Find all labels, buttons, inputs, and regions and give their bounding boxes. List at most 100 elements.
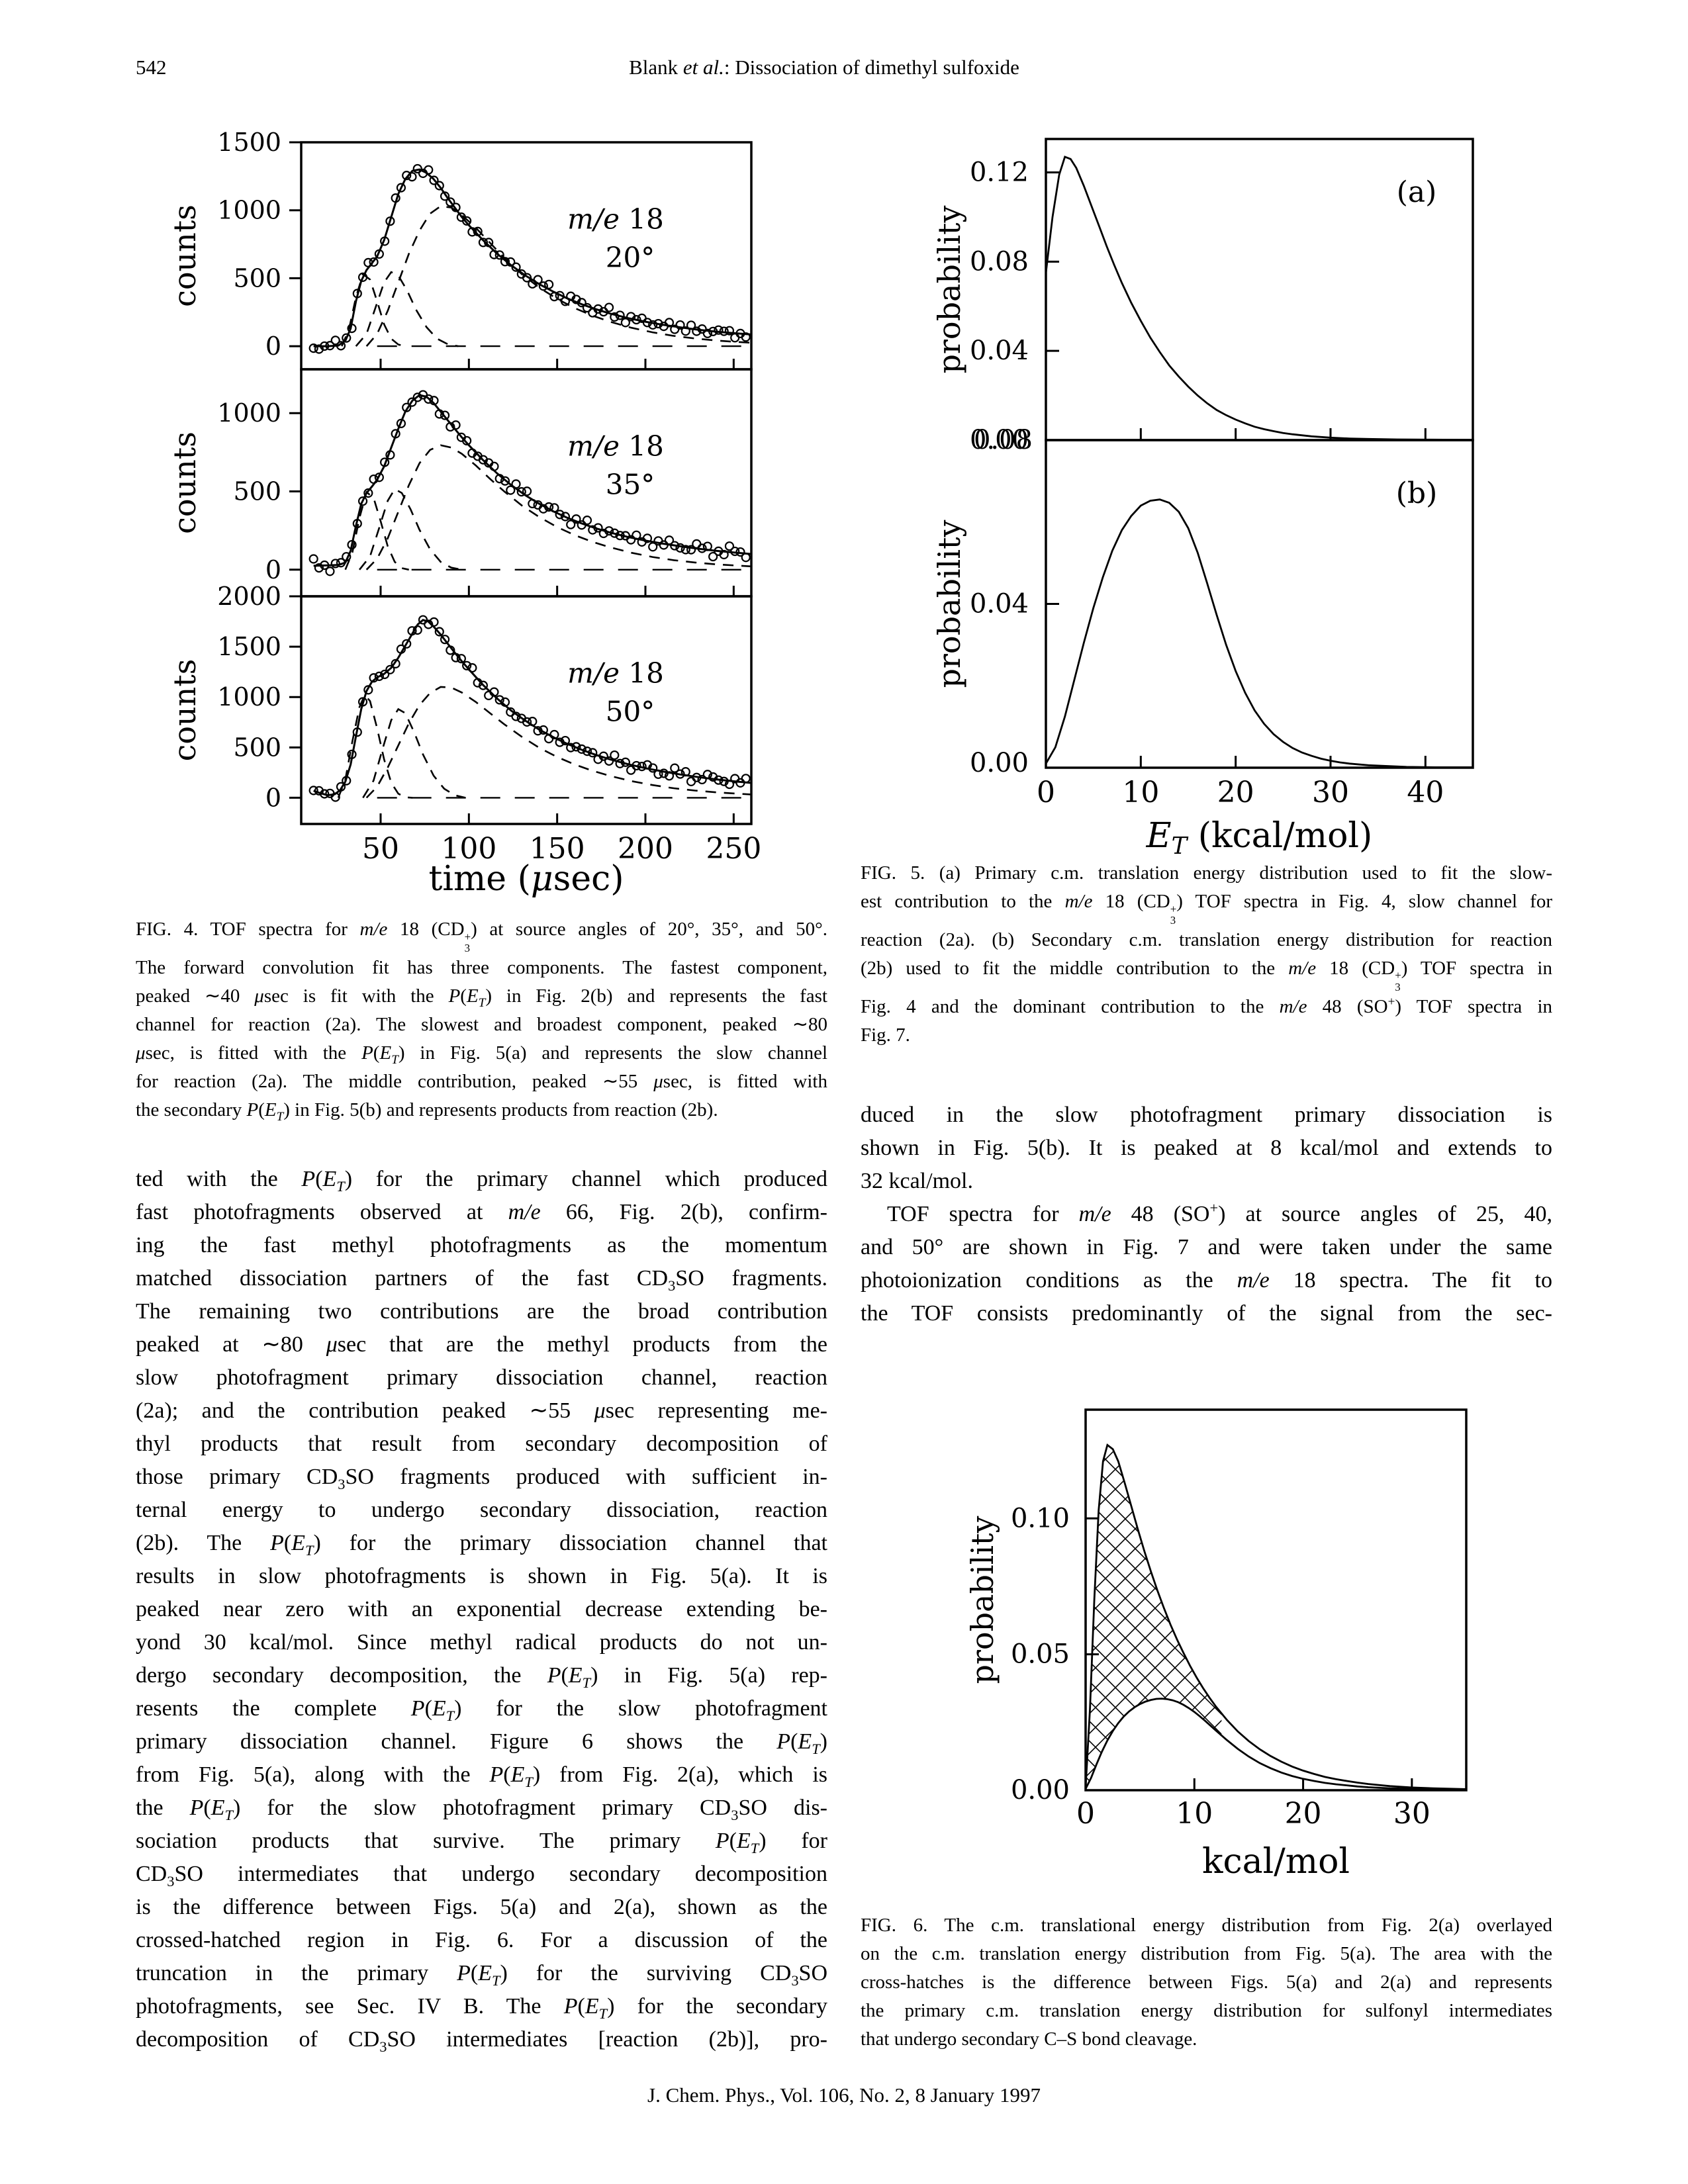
svg-text:(b): (b) — [1396, 477, 1438, 510]
journal-footer: J. Chem. Phys., Vol. 106, No. 2, 8 Janua… — [647, 2083, 1041, 2107]
svg-text:20: 20 — [1285, 1797, 1322, 1831]
text-line: the primary c.m. translation energy dist… — [861, 2000, 1552, 2021]
svg-text:2000: 2000 — [217, 582, 281, 611]
text-line: ternal energy to undergo secondary disso… — [136, 1498, 827, 1522]
text-line: for reaction (2a). The middle contributi… — [136, 1070, 827, 1092]
svg-text:35°: 35° — [606, 468, 655, 500]
text-line: μsec, is fitted with the P(ET) in Fig. 5… — [136, 1042, 827, 1067]
body-text-left-column: ted with the P(ET) for the primary chann… — [136, 1163, 827, 2056]
svg-text:counts: counts — [167, 659, 203, 762]
text-line: matched dissociation partners of the fas… — [136, 1266, 827, 1294]
figure-5-plot: 0.04 0.08 0.12 (a) probability 0.00 0.04 (b) pro… — [931, 138, 1474, 860]
text-line: (2b). The P(ET) for the primary dissocia… — [136, 1531, 828, 1559]
text-line: that undergo secondary C–S bond cleavage… — [861, 2028, 1197, 2050]
svg-text:0: 0 — [265, 783, 281, 812]
figure-4-caption: FIG. 4. TOF spectra for m/e 18 (CD +3) at… — [136, 915, 827, 1124]
svg-text:500: 500 — [233, 733, 281, 762]
text-line: (2a); and the contribution peaked ∼55 μs… — [136, 1398, 827, 1423]
svg-text:probability: probability — [931, 205, 967, 373]
text-line: channel for reaction (2a). The slowest a… — [136, 1013, 827, 1035]
text-line: peaked near zero with an exponential dec… — [136, 1597, 827, 1621]
text-line: crossed-hatched region in Fig. 6. For a … — [136, 1928, 827, 1952]
text-line: slow photofragment primary dissociation … — [136, 1365, 827, 1390]
svg-text:0.08: 0.08 — [974, 425, 1033, 455]
svg-text:m/e 18: m/e 18 — [567, 430, 664, 462]
svg-text:0.00: 0.00 — [970, 425, 1029, 455]
svg-text:30: 30 — [1312, 776, 1349, 809]
text-line: from Fig. 5(a), along with the P(ET) fro… — [136, 1762, 827, 1790]
text-line: cross-hatches is the difference between … — [861, 1972, 1552, 1993]
svg-text:50°: 50° — [606, 696, 655, 728]
text-line: reaction (2a). (b) Secondary c.m. transl… — [861, 929, 1552, 950]
text-line: CD3SO intermediates that undergo seconda… — [136, 1862, 827, 1889]
body-text-right-column: duced in the slow photofragment primary … — [861, 1099, 1552, 1330]
text-line: the TOF consists predominantly of the si… — [861, 1301, 1552, 1326]
svg-text:kcal/mol: kcal/mol — [1202, 1842, 1350, 1882]
text-line: yond 30 kcal/mol. Since methyl radical p… — [136, 1630, 827, 1655]
svg-text:ET (kcal/mol): ET (kcal/mol) — [1146, 816, 1373, 857]
text-line: photofragments, see Sec. IV B. The P(ET)… — [136, 1994, 827, 2022]
svg-text:counts: counts — [167, 432, 203, 534]
svg-text:0: 0 — [1076, 1797, 1095, 1831]
svg-text:10: 10 — [1176, 1797, 1213, 1831]
svg-text:0: 0 — [1037, 776, 1055, 809]
figure-6-caption: FIG. 6. The c.m. translational energy di… — [861, 1911, 1552, 2054]
text-line: fast photofragments observed at m/e 66, … — [136, 1200, 827, 1224]
text-line: those primary CD3SO fragments produced w… — [136, 1465, 827, 1492]
text-line: TOF spectra for m/e 48 (SO+) at source a… — [887, 1199, 1552, 1226]
text-line: Fig. 4 and the dominant contribution to … — [861, 995, 1552, 1017]
svg-text:1500: 1500 — [217, 632, 281, 661]
figure-5: 0.04 0.08 0.12 (a) probability 0.00 0.04 (b) pro… — [923, 129, 1499, 860]
text-line: sociation products that survive. The pri… — [136, 1829, 827, 1856]
text-line: and 50° are shown in Fig. 7 and were tak… — [861, 1235, 1552, 1259]
text-line: resents the complete P(ET) for the slow … — [136, 1696, 828, 1724]
text-line: primary dissociation channel. Figure 6 s… — [136, 1729, 827, 1757]
text-line: 32 kcal/mol. — [861, 1169, 973, 1193]
svg-text:500: 500 — [233, 477, 281, 506]
text-line: shown in Fig. 5(b). It is peaked at 8 kc… — [861, 1136, 1552, 1160]
text-line: est contribution to the m/e 18 (CD +3) TO… — [861, 891, 1552, 927]
text-line: FIG. 4. TOF spectra for m/e 18 (CD +3) at… — [136, 919, 827, 954]
text-line: results in slow photofragments is shown … — [136, 1564, 827, 1588]
svg-text:0.12: 0.12 — [970, 158, 1029, 188]
text-line: the secondary P(ET) in Fig. 5(b) and rep… — [136, 1099, 718, 1124]
figure-6-plot: 0.00 0.05 0.10 0 10 20 30 probability kcal/mol — [964, 1408, 1468, 1882]
text-line: on the c.m. translation energy distribut… — [861, 1943, 1552, 1964]
figure-5-caption: FIG. 5. (a) Primary c.m. translation ene… — [861, 859, 1552, 1050]
svg-text:250: 250 — [706, 832, 761, 866]
svg-text:probability: probability — [964, 1516, 1000, 1684]
text-line: Fig. 7. — [861, 1024, 910, 1046]
text-line: truncation in the primary P(ET) for the … — [136, 1961, 827, 1989]
text-line: photoionization conditions as the m/e 18… — [861, 1268, 1552, 1293]
svg-text:30: 30 — [1393, 1797, 1430, 1831]
figure-6: 0.00 0.05 0.10 0 10 20 30 probability kcal/mol — [947, 1380, 1496, 1893]
text-line: is the difference between Figs. 5(a) and… — [136, 1895, 827, 1919]
svg-text:100: 100 — [441, 832, 496, 866]
svg-text:50: 50 — [362, 832, 399, 866]
svg-text:probability: probability — [931, 520, 967, 688]
figure-4: 0 500 1000 1500 m/e 18 20° counts 0 500 1000 m/e 1… — [152, 126, 761, 903]
svg-text:0.08: 0.08 — [970, 246, 1029, 277]
svg-text:time (μsec): time (μsec) — [428, 859, 624, 899]
text-line: ted with the P(ET) for the primary chann… — [136, 1167, 827, 1195]
text-line: decomposition of CD3SO intermediates [re… — [136, 2027, 827, 2055]
running-header: Blank et al.: Dissociation of dimethyl s… — [629, 56, 1019, 79]
page-number: 542 — [136, 56, 167, 79]
text-line: The remaining two contributions are the … — [136, 1299, 827, 1324]
svg-text:(a): (a) — [1397, 175, 1437, 209]
svg-text:0.10: 0.10 — [1011, 1503, 1070, 1533]
text-line: FIG. 6. The c.m. translational energy di… — [861, 1915, 1552, 1936]
svg-text:1000: 1000 — [217, 398, 281, 428]
svg-text:0: 0 — [265, 555, 281, 584]
text-line: the P(ET) for the slow photofragment pri… — [136, 1796, 827, 1823]
svg-text:150: 150 — [530, 832, 585, 866]
svg-text:1000: 1000 — [217, 682, 281, 711]
text-line: ing the fast methyl photofragments as th… — [136, 1233, 827, 1257]
svg-text:1500: 1500 — [217, 128, 281, 157]
svg-text:10: 10 — [1122, 776, 1159, 809]
text-line: FIG. 5. (a) Primary c.m. translation ene… — [861, 862, 1552, 884]
svg-text:m/e 18: m/e 18 — [567, 657, 664, 690]
svg-text:0.04: 0.04 — [970, 336, 1029, 366]
